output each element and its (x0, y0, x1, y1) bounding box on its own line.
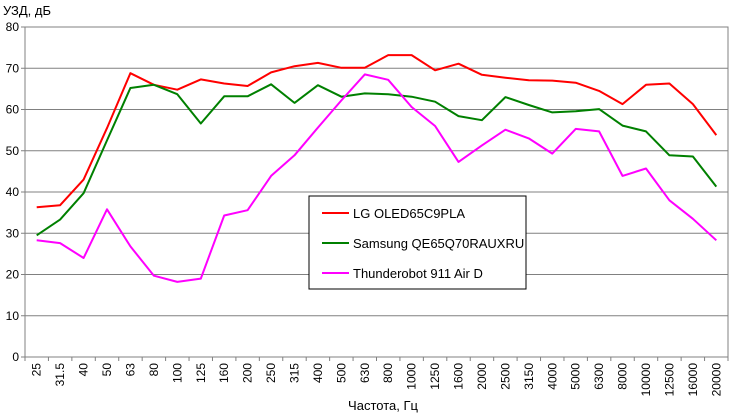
x-axis-ticks: 25 31.5 40 50 63 80 100 125 160 200 250 315 400 500 63… (24, 357, 729, 397)
x-tick-label: 500 (334, 363, 348, 383)
y-axis-title: УЗД, дБ (3, 3, 51, 18)
x-tick-label: 160 (217, 363, 231, 383)
x-tick-label: 1000 (405, 363, 419, 390)
x-tick-label: 8000 (616, 363, 630, 390)
x-tick-label: 630 (358, 363, 372, 383)
x-tick-label: 200 (241, 363, 255, 383)
y-tick-label: 20 (6, 268, 20, 282)
x-tick-label: 50 (100, 363, 114, 377)
x-tick-label: 100 (170, 363, 184, 383)
y-tick-label: 30 (6, 226, 20, 240)
y-tick-label: 0 (12, 350, 19, 364)
x-tick-label: 315 (287, 363, 301, 383)
y-tick-label: 60 (6, 103, 20, 117)
y-tick-label: 50 (6, 144, 20, 158)
y-tick-label: 80 (6, 20, 20, 34)
x-tick-label: 31.5 (53, 363, 67, 387)
x-tick-label: 800 (381, 363, 395, 383)
x-tick-label: 5000 (569, 363, 583, 390)
x-tick-label: 6300 (592, 363, 606, 390)
series-lines (36, 54, 718, 283)
y-tick-label: 70 (6, 61, 20, 75)
y-tick-label: 10 (6, 309, 20, 323)
y-tick-label: 40 (6, 185, 20, 199)
legend-label-samsung: Samsung QE65Q70RAUXRU (353, 236, 524, 251)
gridlines (25, 67, 728, 317)
x-tick-label: 1250 (428, 363, 442, 390)
series-line-1 (36, 83, 718, 237)
x-tick-label: 400 (311, 363, 325, 383)
legend: LG OLED65C9PLA Samsung QE65Q70RAUXRU Thu… (308, 195, 527, 290)
x-tick-label: 125 (194, 363, 208, 383)
legend-label-thunderobot: Thunderobot 911 Air D (353, 266, 483, 281)
x-tick-label: 16000 (686, 363, 700, 397)
x-tick-label: 80 (147, 363, 161, 377)
x-axis-title: Частота, Гц (348, 398, 418, 413)
x-tick-label: 25 (30, 363, 44, 377)
x-tick-label: 2500 (498, 363, 512, 390)
x-tick-label: 2000 (475, 363, 489, 390)
legend-label-lg: LG OLED65C9PLA (353, 206, 465, 221)
x-tick-label: 3150 (522, 363, 536, 390)
x-tick-label: 40 (77, 363, 91, 377)
x-tick-label: 4000 (545, 363, 559, 390)
y-axis-ticks: 0 10 20 30 40 50 60 70 80 (6, 20, 25, 364)
x-tick-label: 1600 (452, 363, 466, 390)
series-line-0 (36, 54, 718, 209)
x-tick-label: 63 (123, 363, 137, 377)
x-tick-label: 20000 (709, 363, 723, 397)
series-line-2 (36, 73, 717, 283)
x-tick-label: 12500 (662, 363, 676, 397)
x-tick-label: 250 (264, 363, 278, 383)
x-tick-label: 10000 (639, 363, 653, 397)
